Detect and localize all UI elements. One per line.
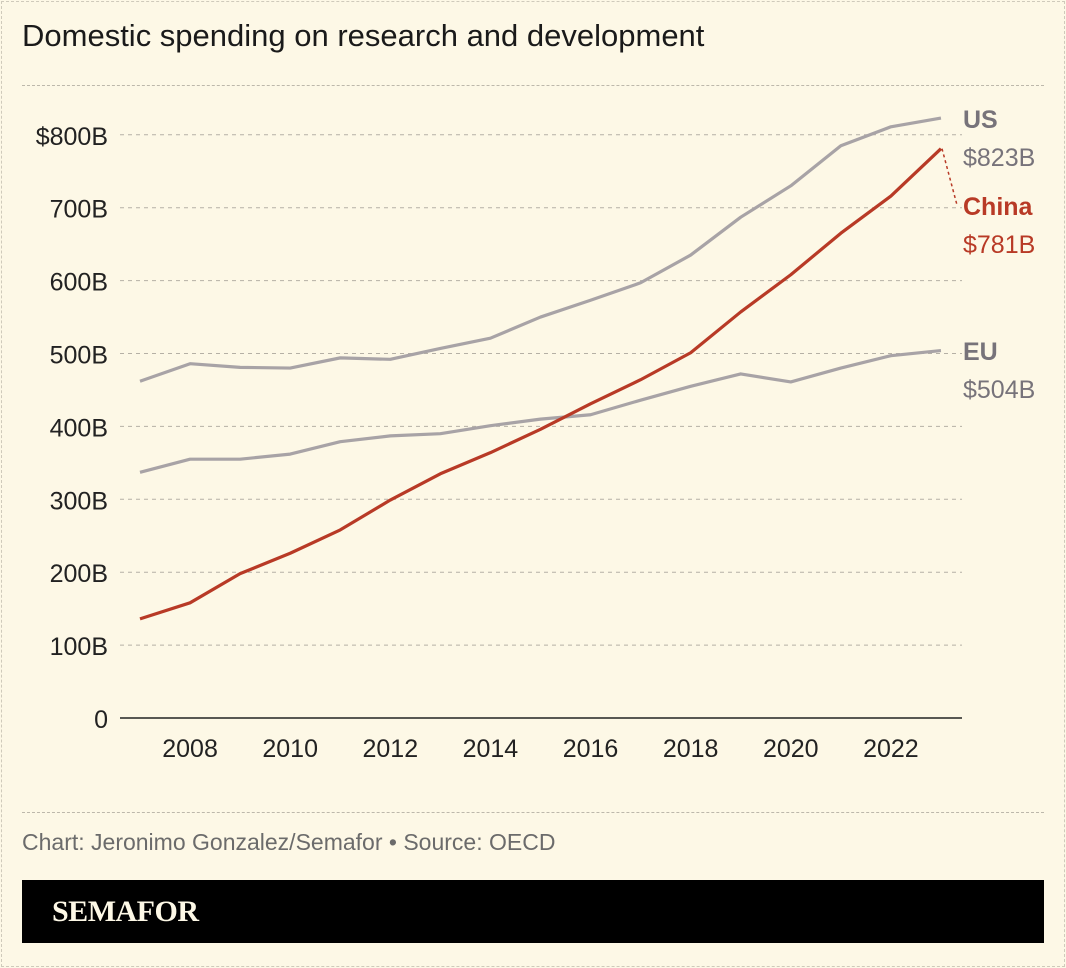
top-divider [22,85,1044,86]
series-name-label: EU [963,338,998,366]
chart-title: Domestic spending on research and develo… [22,18,705,53]
y-tick-label: 300B [50,487,108,515]
semafor-logo: SEMAFOR [52,895,199,928]
y-tick-label: 600B [50,269,108,297]
x-tick-label: 2022 [863,735,919,763]
y-tick-label: $800B [36,123,108,151]
series-name-label: China [963,193,1034,221]
bottom-divider [22,812,1044,813]
y-tick-label: 700B [50,196,108,224]
y-tick-label: 0 [94,706,108,734]
y-tick-label: 400B [50,414,108,442]
x-tick-label: 2012 [362,735,418,763]
y-tick-label: 200B [50,560,108,588]
x-tick-label: 2020 [763,735,819,763]
series-value-label: $823B [963,144,1035,172]
series-value-label: $781B [963,231,1035,259]
x-tick-label: 2014 [463,735,519,763]
series-value-label: $504B [963,376,1035,404]
y-tick-label: 100B [50,633,108,661]
series-line-china [139,147,943,621]
series-name-label: US [963,106,998,134]
china-label-leader [941,148,958,206]
x-tick-label: 2018 [663,735,719,763]
x-tick-label: 2010 [262,735,318,763]
x-tick-label: 2008 [162,735,218,763]
y-tick-label: 500B [50,342,108,370]
series-line-us [139,116,942,383]
x-tick-label: 2016 [563,735,619,763]
source-credit: Chart: Jeronimo Gonzalez/Semafor • Sourc… [22,829,556,855]
brand-bar: SEMAFOR [22,880,1044,943]
series-line-eu [139,348,942,474]
